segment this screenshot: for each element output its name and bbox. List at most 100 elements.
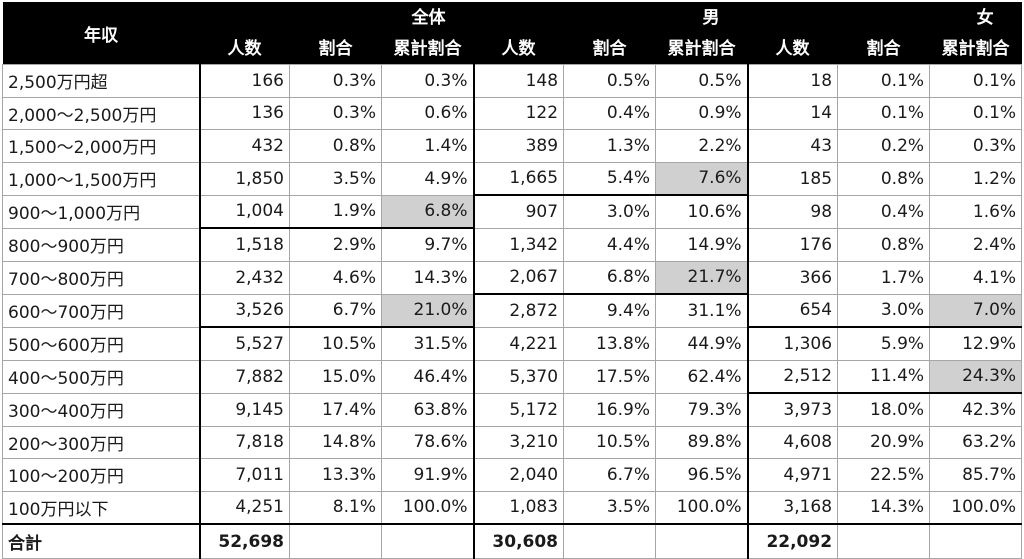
- cell-cumulative: 1.4%: [380, 129, 475, 163]
- cell-ratio: 16.9%: [563, 392, 657, 427]
- cell-count: 185: [746, 161, 839, 196]
- total-cell: 52,698: [198, 523, 290, 559]
- row-label: 800～900万円: [2, 227, 200, 262]
- cell-count: 1,850: [198, 161, 290, 196]
- cell-cumulative: 0.3%: [380, 64, 475, 98]
- table-body: 2,500万円超 166 0.3% 0.3% 148 0.5% 0.5% 18 0.1% 0.1%…: [2, 64, 1023, 559]
- cell-count: 9,145: [198, 392, 290, 427]
- header-cumulative: 累計割合: [655, 29, 748, 65]
- cell-ratio: 0.8%: [837, 161, 931, 196]
- cell-count: 1,665: [472, 161, 565, 196]
- header-count: 人数: [199, 29, 290, 65]
- cell-ratio: 1.7%: [837, 260, 931, 295]
- row-label: 300～400万円: [2, 392, 200, 427]
- cell-count: 1,518: [198, 227, 290, 262]
- cell-count: 5,527: [198, 326, 290, 361]
- row-label: 100～200万円: [2, 458, 200, 492]
- table-row: 700～800万円 2,432 4.6% 14.3% 2,067 6.8% 21.7% 366…: [2, 260, 1023, 295]
- cell-count: 43: [746, 129, 839, 163]
- cell-count: 98: [746, 194, 839, 229]
- row-label: 500～600万円: [2, 326, 200, 361]
- header-income: 年収: [2, 2, 200, 65]
- cell-ratio: 9.4%: [563, 293, 657, 328]
- cell-cumulative: 1.6%: [929, 194, 1023, 229]
- cell-count: 5,370: [472, 359, 565, 394]
- table-row: 100万円以下 4,251 8.1% 100.0% 1,083 3.5% 100.0% 3,1…: [2, 490, 1023, 525]
- cell-count: 1,083: [472, 490, 565, 525]
- cell-ratio: 0.3%: [289, 64, 382, 98]
- cell-ratio: 13.8%: [563, 326, 657, 361]
- cell-cumulative: 31.5%: [380, 326, 475, 361]
- cell-ratio: 0.1%: [837, 64, 931, 98]
- row-label: 700～800万円: [2, 260, 200, 295]
- cell-ratio: 0.5%: [563, 64, 657, 98]
- cell-ratio: 17.4%: [289, 392, 382, 427]
- cell-ratio: 0.8%: [837, 227, 931, 262]
- cell-count: 2,040: [472, 458, 565, 492]
- cell-cumulative: 0.5%: [655, 64, 749, 98]
- cell-count: 4,971: [746, 458, 839, 492]
- cell-cumulative: 62.4%: [655, 359, 749, 394]
- cell-cumulative: 0.1%: [929, 96, 1023, 130]
- cell-count: 122: [472, 96, 565, 130]
- total-cell: [289, 523, 382, 559]
- cell-ratio: 20.9%: [837, 425, 931, 459]
- header-count: 人数: [747, 29, 838, 65]
- cell-cumulative: 78.6%: [380, 425, 475, 459]
- table-row: 900～1,000万円 1,004 1.9% 6.8% 907 3.0% 10.6% 98 0.…: [2, 194, 1023, 229]
- total-cell: [380, 523, 475, 559]
- table-row: 800～900万円 1,518 2.9% 9.7% 1,342 4.4% 14.9% 176 0…: [2, 227, 1023, 262]
- header-cumulative: 累計割合: [929, 29, 1022, 65]
- cell-count: 4,608: [746, 425, 839, 459]
- cell-ratio: 18.0%: [837, 392, 931, 427]
- row-label: 200～300万円: [2, 425, 200, 459]
- cell-count: 1,342: [472, 227, 565, 262]
- cell-ratio: 15.0%: [289, 359, 382, 394]
- table-row: 300～400万円 9,145 17.4% 63.8% 5,172 16.9% 79.3% 3…: [2, 392, 1023, 427]
- cell-count: 366: [746, 260, 839, 295]
- row-label: 2,500万円超: [2, 64, 200, 98]
- cell-count: 3,973: [746, 392, 839, 427]
- cell-cumulative: 4.9%: [380, 161, 475, 196]
- cell-ratio: 0.4%: [563, 96, 657, 130]
- row-label: 1,000～1,500万円: [2, 161, 200, 196]
- header-count: 人数: [473, 29, 564, 65]
- cell-cumulative: 2.4%: [929, 227, 1023, 262]
- cell-count: 2,872: [472, 293, 565, 328]
- total-label: 合計: [2, 523, 200, 559]
- cell-count: 2,512: [746, 359, 839, 394]
- header-cumulative: 累計割合: [381, 29, 474, 65]
- cell-cumulative: 14.9%: [655, 227, 749, 262]
- cell-count: 3,210: [472, 425, 565, 459]
- total-cell: [563, 523, 657, 559]
- cell-count: 3,526: [198, 293, 290, 328]
- cell-ratio: 6.7%: [563, 458, 657, 492]
- cell-cumulative: 42.3%: [929, 392, 1023, 427]
- cell-cumulative: 0.1%: [929, 64, 1023, 98]
- cell-count: 2,432: [198, 260, 290, 295]
- cell-ratio: 14.8%: [289, 425, 382, 459]
- row-label: 400～500万円: [2, 359, 200, 394]
- cell-ratio: 4.4%: [563, 227, 657, 262]
- cell-ratio: 0.3%: [289, 96, 382, 130]
- total-cell: [929, 523, 1023, 559]
- table-row: 2,500万円超 166 0.3% 0.3% 148 0.5% 0.5% 18 0.1% 0.1%: [2, 64, 1023, 98]
- row-label: 1,500～2,000万円: [2, 129, 200, 163]
- cell-cumulative: 79.3%: [655, 392, 749, 427]
- cell-ratio: 2.9%: [289, 227, 382, 262]
- cell-count: 389: [472, 129, 565, 163]
- cell-cumulative: 0.9%: [655, 96, 749, 130]
- cell-count: 136: [198, 96, 290, 130]
- total-row: 合計 52,698 30,608 22,092: [2, 523, 1023, 559]
- cell-ratio: 11.4%: [837, 359, 931, 394]
- cell-cumulative: 21.7%: [655, 260, 749, 295]
- total-cell: 30,608: [472, 523, 565, 559]
- cell-cumulative: 14.3%: [380, 260, 475, 295]
- cell-cumulative: 100.0%: [655, 490, 749, 525]
- cell-cumulative: 9.7%: [380, 227, 475, 262]
- cell-count: 907: [472, 194, 565, 229]
- cell-ratio: 0.4%: [837, 194, 931, 229]
- cell-cumulative: 1.2%: [929, 161, 1023, 196]
- cell-ratio: 5.4%: [563, 161, 657, 196]
